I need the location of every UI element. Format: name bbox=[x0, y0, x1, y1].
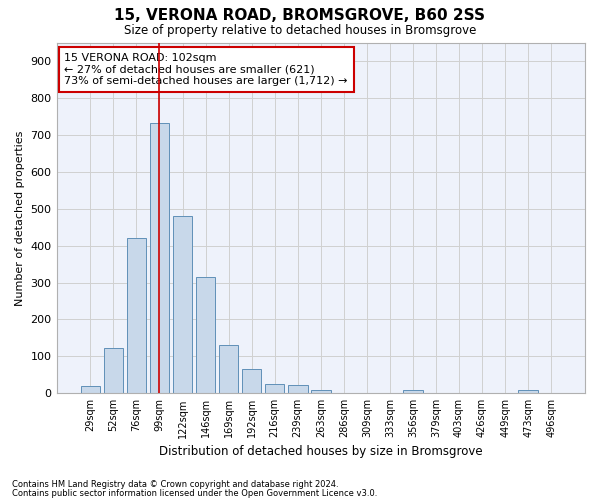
Text: 15 VERONA ROAD: 102sqm
← 27% of detached houses are smaller (621)
73% of semi-de: 15 VERONA ROAD: 102sqm ← 27% of detached… bbox=[64, 53, 348, 86]
Bar bbox=[196, 277, 215, 394]
Bar bbox=[518, 390, 538, 394]
Bar bbox=[80, 386, 100, 394]
Bar bbox=[403, 390, 423, 394]
Bar bbox=[219, 346, 238, 394]
Y-axis label: Number of detached properties: Number of detached properties bbox=[15, 130, 25, 306]
Bar bbox=[149, 122, 169, 394]
Bar bbox=[288, 385, 308, 394]
Text: 15, VERONA ROAD, BROMSGROVE, B60 2SS: 15, VERONA ROAD, BROMSGROVE, B60 2SS bbox=[115, 8, 485, 22]
Bar bbox=[173, 216, 193, 394]
Bar bbox=[127, 238, 146, 394]
Text: Size of property relative to detached houses in Bromsgrove: Size of property relative to detached ho… bbox=[124, 24, 476, 37]
Bar bbox=[265, 384, 284, 394]
X-axis label: Distribution of detached houses by size in Bromsgrove: Distribution of detached houses by size … bbox=[159, 444, 482, 458]
Bar bbox=[311, 390, 331, 394]
Text: Contains public sector information licensed under the Open Government Licence v3: Contains public sector information licen… bbox=[12, 488, 377, 498]
Bar bbox=[104, 348, 123, 394]
Bar bbox=[242, 370, 262, 394]
Text: Contains HM Land Registry data © Crown copyright and database right 2024.: Contains HM Land Registry data © Crown c… bbox=[12, 480, 338, 489]
